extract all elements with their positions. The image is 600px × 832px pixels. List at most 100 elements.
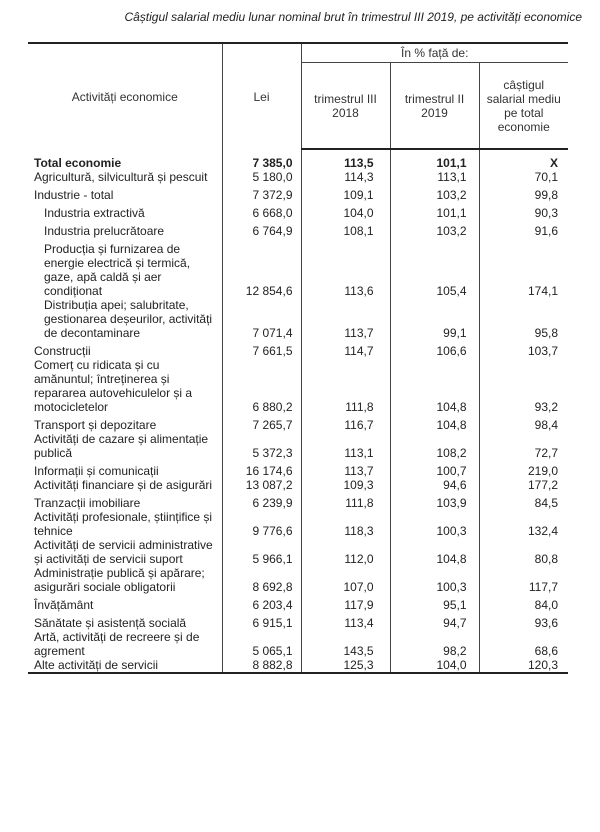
activity-cell: Activități profesionale, științifice și … [28, 510, 223, 538]
lei-cell: 12 854,6 [221, 238, 302, 298]
t3-cell: 109,1 [300, 184, 391, 202]
lei-cell: 6 203,4 [221, 594, 302, 612]
t3-cell: 143,5 [300, 630, 391, 658]
table-row: Activități de servicii administrative și… [28, 538, 568, 566]
activity-cell: Construcții [28, 340, 223, 358]
t3-cell: 108,1 [300, 220, 391, 238]
pct-cell: 103,7 [478, 340, 568, 358]
t3-cell: 109,3 [300, 478, 391, 492]
t3-cell: 107,0 [300, 566, 391, 594]
pct-cell: 90,3 [478, 202, 568, 220]
t2-cell: 94,6 [389, 478, 480, 492]
pct-cell: 98,4 [478, 414, 568, 432]
table-row: Industria prelucrătoare 6 764,9 108,1 10… [28, 220, 568, 238]
activity-cell: Transport și depozitare [28, 414, 223, 432]
t3-cell: 118,3 [300, 510, 391, 538]
pct-cell: 174,1 [478, 238, 568, 298]
t2-cell: 98,2 [389, 630, 480, 658]
activity-cell: Industria extractivă [28, 202, 223, 220]
lei-cell: 6 239,9 [221, 492, 302, 510]
pct-cell: 70,1 [478, 170, 568, 184]
activity-cell: Total economie [28, 149, 223, 170]
pct-cell: 99,8 [478, 184, 568, 202]
activity-cell: Artă, activități de recreere și de agrem… [28, 630, 223, 658]
table-row: Sănătate și asistență socială 6 915,1 11… [28, 612, 568, 630]
t3-cell: 117,9 [300, 594, 391, 612]
t3-cell: 125,3 [300, 658, 391, 674]
activity-cell: Tranzacții imobiliare [28, 492, 223, 510]
lei-cell: 7 661,5 [221, 340, 302, 358]
t2-cell: 104,8 [389, 538, 480, 566]
t2-cell: 95,1 [389, 594, 480, 612]
t3-cell: 112,0 [300, 538, 391, 566]
pct-cell: X [478, 149, 568, 170]
t2-cell: 101,1 [389, 202, 480, 220]
lei-cell: 6 880,2 [221, 358, 302, 414]
header-t2-2019: trimestrul II 2019 [389, 62, 480, 150]
table-row: Transport și depozitare 7 265,7 116,7 10… [28, 414, 568, 432]
pct-cell: 68,6 [478, 630, 568, 658]
activity-cell: Industrie - total [28, 184, 223, 202]
table-row: Total economie 7 385,0 113,5 101,1 X [28, 149, 568, 170]
activity-cell: Distribuția apei; salubritate, gestionar… [28, 298, 223, 340]
pct-cell: 84,5 [478, 492, 568, 510]
t3-cell: 113,5 [300, 149, 391, 170]
activity-cell: Informații și comunicații [28, 460, 223, 478]
table-row: Construcții 7 661,5 114,7 106,6 103,7 [28, 340, 568, 358]
lei-cell: 7 372,9 [221, 184, 302, 202]
pct-cell: 95,8 [478, 298, 568, 340]
lei-cell: 13 087,2 [221, 478, 302, 492]
t2-cell: 103,2 [389, 220, 480, 238]
table-row: Activități de cazare și alimentație publ… [28, 432, 568, 460]
t3-cell: 113,4 [300, 612, 391, 630]
pct-cell: 219,0 [478, 460, 568, 478]
activity-cell: Industria prelucrătoare [28, 220, 223, 238]
t3-cell: 111,8 [300, 492, 391, 510]
header-activity: Activități economice [28, 42, 223, 149]
header-t3-2018: trimestrul III 2018 [301, 62, 391, 150]
table-row: Distribuția apei; salubritate, gestionar… [28, 298, 568, 340]
activity-cell: Administrație publică și apărare; asigur… [28, 566, 223, 594]
t3-cell: 114,7 [300, 340, 391, 358]
activity-cell: Agricultură, silvicultură și pescuit [28, 170, 223, 184]
activity-cell: Învățământ [28, 594, 223, 612]
t3-cell: 113,1 [300, 432, 391, 460]
lei-cell: 7 071,4 [221, 298, 302, 340]
t2-cell: 103,2 [389, 184, 480, 202]
t3-cell: 116,7 [300, 414, 391, 432]
t3-cell: 104,0 [300, 202, 391, 220]
lei-cell: 5 065,1 [221, 630, 302, 658]
t2-cell: 104,8 [389, 414, 480, 432]
pct-cell: 84,0 [478, 594, 568, 612]
activity-cell: Sănătate și asistență socială [28, 612, 223, 630]
table-row: Învățământ 6 203,4 117,9 95,1 84,0 [28, 594, 568, 612]
lei-cell: 7 385,0 [221, 149, 302, 170]
table-row: Administrație publică și apărare; asigur… [28, 566, 568, 594]
activity-cell: Producția și furnizarea de energie elect… [28, 238, 223, 298]
pct-cell: 177,2 [478, 478, 568, 492]
pct-cell: 93,6 [478, 612, 568, 630]
lei-cell: 5 180,0 [221, 170, 302, 184]
t3-cell: 113,6 [300, 238, 391, 298]
t2-cell: 94,7 [389, 612, 480, 630]
table-row: Comerț cu ridicata și cu amănuntul; într… [28, 358, 568, 414]
table-row: Producția și furnizarea de energie elect… [28, 238, 568, 298]
lei-cell: 8 882,8 [221, 658, 302, 674]
salary-table: Activități economice Lei În % față de: t… [28, 42, 568, 674]
t2-cell: 101,1 [389, 149, 480, 170]
table-row: Tranzacții imobiliare 6 239,9 111,8 103,… [28, 492, 568, 510]
lei-cell: 5 372,3 [221, 432, 302, 460]
table-row: Activități profesionale, științifice și … [28, 510, 568, 538]
lei-cell: 9 776,6 [221, 510, 302, 538]
table-row: Informații și comunicații 16 174,6 113,7… [28, 460, 568, 478]
lei-cell: 6 915,1 [221, 612, 302, 630]
pct-cell: 132,4 [478, 510, 568, 538]
t2-cell: 99,1 [389, 298, 480, 340]
t2-cell: 104,8 [389, 358, 480, 414]
pct-cell: 91,6 [478, 220, 568, 238]
t3-cell: 113,7 [300, 460, 391, 478]
lei-cell: 8 692,8 [221, 566, 302, 594]
lei-cell: 7 265,7 [221, 414, 302, 432]
t2-cell: 100,3 [389, 510, 480, 538]
t3-cell: 113,7 [300, 298, 391, 340]
